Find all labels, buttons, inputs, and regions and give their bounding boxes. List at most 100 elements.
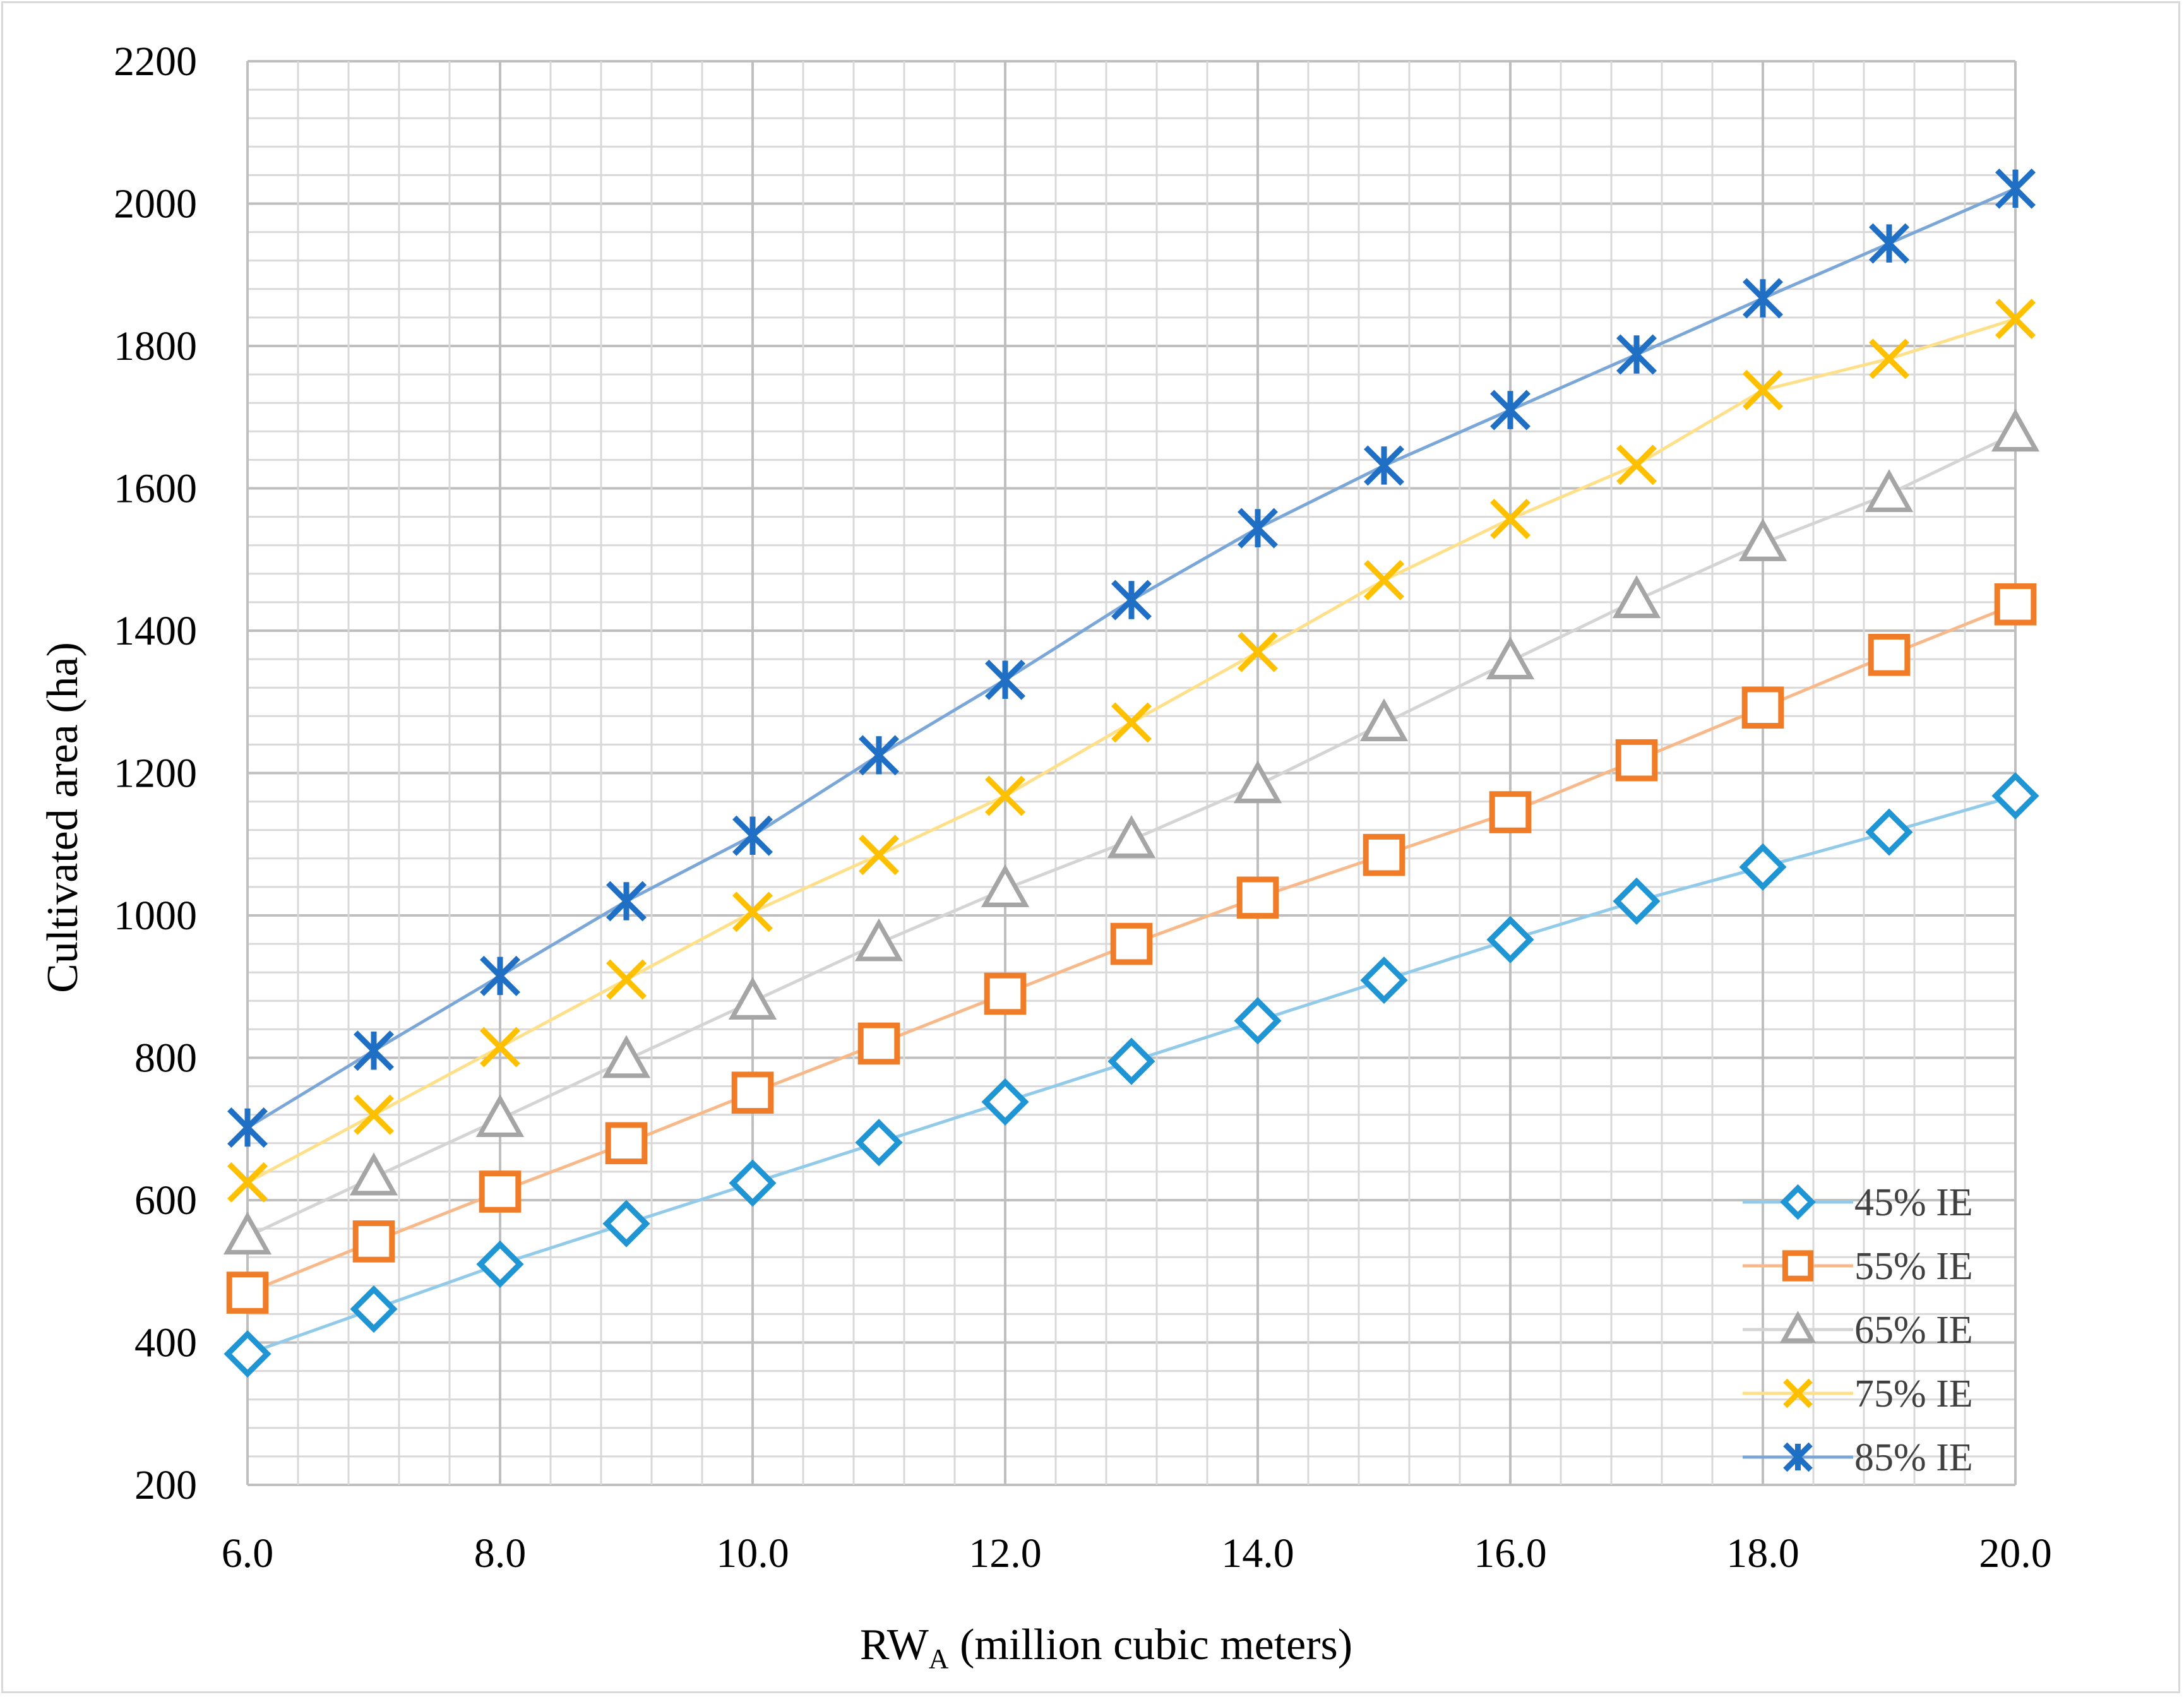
data-point [605, 1122, 648, 1165]
y-tick-label: 1200 [114, 751, 197, 797]
series-45-ie [224, 772, 2039, 1378]
data-point [1612, 575, 1661, 619]
data-point [981, 864, 1030, 907]
data-point [729, 1159, 777, 1207]
data-point [1486, 915, 1534, 963]
data-point [1865, 808, 1913, 856]
legend-label: 85% IE [1854, 1436, 1973, 1479]
x-tick-label: 14.0 [1221, 1530, 1294, 1576]
data-point [354, 1030, 394, 1071]
legend-item: 85% IE [1743, 1436, 1973, 1479]
data-point [1991, 772, 2039, 820]
y-tick-label: 1600 [114, 466, 197, 512]
y-tick-label: 800 [134, 1035, 197, 1081]
data-point [1741, 686, 1784, 729]
data-point [480, 1027, 520, 1068]
x-tick-label: 8.0 [474, 1530, 527, 1576]
data-point [1359, 698, 1409, 742]
data-point [1490, 390, 1531, 431]
legend-marker [1780, 1184, 1816, 1220]
data-point [1743, 278, 1783, 319]
data-point [606, 959, 647, 1000]
data-point [1868, 634, 1911, 676]
x-axis-title-suffix: (million cubic meters) [949, 1621, 1353, 1669]
data-point [1490, 499, 1531, 539]
x-tick-label: 10.0 [716, 1530, 789, 1576]
y-tick-label: 600 [134, 1177, 197, 1224]
legend-marker [1782, 1250, 1814, 1282]
data-point [1613, 877, 1661, 926]
data-point [1111, 702, 1152, 743]
legend-marker [1779, 1311, 1817, 1343]
data-point [1489, 791, 1532, 833]
x-axis-title: RWA (million cubic meters) [860, 1621, 1352, 1674]
data-point [226, 1271, 269, 1314]
data-point [1739, 843, 1787, 891]
data-point [480, 955, 520, 996]
data-point [476, 1240, 524, 1289]
y-tick-label: 2200 [114, 39, 197, 85]
data-point [475, 1094, 525, 1138]
data-point [985, 775, 1025, 816]
legend-marker [1783, 1378, 1813, 1408]
series-65-ie [223, 408, 2040, 1255]
grid-layer [246, 60, 2017, 1486]
data-point [350, 1285, 398, 1333]
data-point [1236, 876, 1279, 919]
series-55-ie [226, 583, 2037, 1314]
x-axis-title-main: RW [860, 1621, 929, 1669]
legend-item: 65% IE [1743, 1309, 1973, 1352]
y-tick-label: 200 [134, 1462, 197, 1508]
y-tick-label: 2000 [114, 181, 197, 227]
data-point [732, 891, 773, 932]
y-tick-label: 1000 [114, 893, 197, 939]
data-point [1616, 334, 1657, 375]
legend-marker [1783, 1442, 1813, 1472]
legend: 45% IE 55% IE 65% IE 75% IE 85% IE [1743, 1181, 1973, 1479]
data-point [352, 1220, 395, 1263]
series-75-ie [227, 299, 2036, 1203]
y-tick-label: 1400 [114, 608, 197, 654]
data-point [602, 1035, 651, 1078]
data-point [1238, 508, 1278, 549]
legend-item: 55% IE [1743, 1245, 1973, 1288]
data-point [1364, 445, 1404, 486]
legend-label: 65% IE [1854, 1309, 1973, 1352]
data-point [1991, 408, 2040, 452]
data-point [349, 1152, 398, 1196]
x-tick-label: 18.0 [1726, 1530, 1799, 1576]
data-point [1743, 369, 1783, 410]
x-tick-label: 12.0 [969, 1530, 1042, 1576]
x-tick-label: 6.0 [222, 1530, 274, 1576]
data-point [1363, 833, 1405, 876]
data-point [732, 815, 773, 856]
data-point [1111, 580, 1152, 621]
data-point [1107, 1037, 1155, 1085]
data-point [1616, 444, 1657, 485]
legend-item: 45% IE [1743, 1181, 1973, 1224]
x-tick-label: 16.0 [1474, 1530, 1547, 1576]
data-point [1238, 631, 1278, 672]
data-point [1234, 997, 1282, 1045]
data-point [985, 659, 1025, 700]
legend-item: 75% IE [1743, 1372, 1973, 1415]
legend-label: 45% IE [1854, 1181, 1973, 1224]
data-point [227, 1107, 268, 1148]
data-point [854, 918, 904, 962]
data-point [479, 1170, 522, 1213]
data-point [354, 1094, 394, 1135]
series-85-ie [227, 168, 2036, 1148]
tick-labels: 200 400 600 800 1000 1200 1400 1600 1800 2000 2200… [114, 39, 2052, 1576]
legend-label: 55% IE [1854, 1245, 1973, 1288]
data-point [731, 1071, 774, 1114]
data-point [1994, 583, 2037, 626]
legend-label: 75% IE [1854, 1372, 1973, 1415]
data-point [981, 1078, 1029, 1126]
data-point [984, 972, 1027, 1015]
data-point [224, 1330, 272, 1378]
data-point [728, 977, 777, 1020]
y-tick-label: 1800 [114, 323, 197, 369]
